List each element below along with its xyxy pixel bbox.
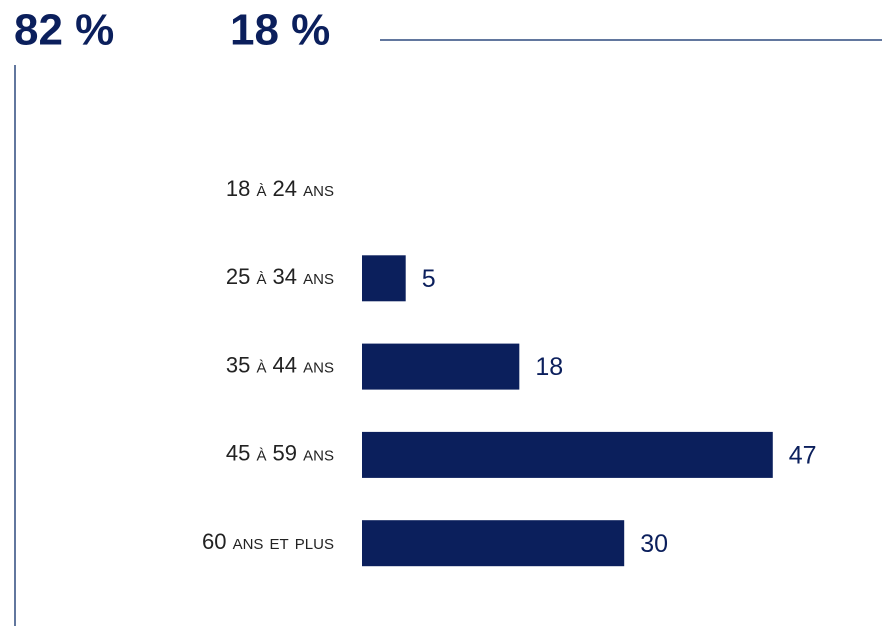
bar bbox=[362, 431, 773, 478]
stat: 18 % bbox=[230, 6, 330, 55]
stat: 82 % bbox=[14, 6, 114, 55]
bar bbox=[362, 255, 406, 302]
category-label: 25 à 34 ans bbox=[226, 264, 334, 289]
category-label: 35 à 44 ans bbox=[226, 352, 334, 377]
category-label: 45 à 59 ans bbox=[226, 441, 334, 466]
value-label: 30 bbox=[640, 530, 668, 558]
value-label: 18 bbox=[535, 353, 563, 381]
category-label: 60 ans et plus bbox=[202, 529, 334, 554]
bar bbox=[362, 343, 520, 390]
category-label: 18 à 24 ans bbox=[226, 176, 334, 201]
bar bbox=[362, 520, 625, 567]
value-label: 47 bbox=[789, 442, 817, 470]
value-label: 5 bbox=[422, 265, 436, 293]
